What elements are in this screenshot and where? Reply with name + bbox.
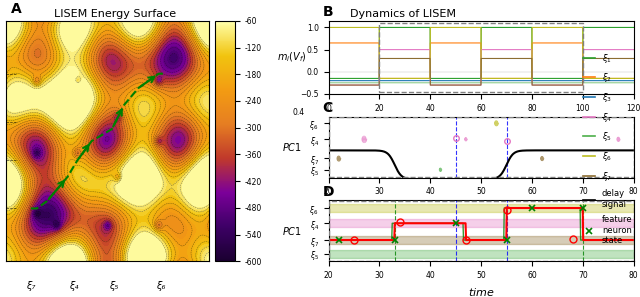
ξ₄ bbox=[376, 48, 384, 51]
ξ₂ bbox=[492, 77, 499, 80]
ξ₆ bbox=[428, 26, 435, 29]
ξ₃ bbox=[365, 79, 373, 83]
Text: $PC1$: $PC1$ bbox=[282, 225, 302, 237]
Text: B: B bbox=[323, 5, 333, 19]
ξ₇ bbox=[376, 57, 383, 60]
ξ₄ bbox=[365, 83, 373, 87]
ξ₅ bbox=[324, 81, 332, 85]
Text: ξ₄: ξ₄ bbox=[68, 281, 78, 290]
ξ₃ bbox=[428, 79, 435, 83]
Line: ξ₁: ξ₁ bbox=[328, 27, 634, 78]
ξ₂ bbox=[365, 41, 373, 45]
Text: $PC1$: $PC1$ bbox=[282, 141, 302, 153]
Text: D: D bbox=[323, 185, 334, 199]
ξ₇ bbox=[492, 57, 499, 60]
ξ₄ bbox=[457, 83, 465, 87]
ξ₅ bbox=[457, 81, 465, 85]
ξ₆ bbox=[492, 77, 499, 80]
Text: Dynamics of LISEM: Dynamics of LISEM bbox=[350, 9, 456, 19]
ξ₇ bbox=[457, 83, 465, 87]
ξ₆ bbox=[365, 26, 373, 29]
ξ₁ bbox=[428, 77, 435, 80]
Text: LISEM Energy Surface: LISEM Energy Surface bbox=[54, 9, 176, 19]
Text: ξ₅: ξ₅ bbox=[109, 281, 118, 290]
ξ₂ bbox=[485, 77, 493, 80]
Line: ξ₂: ξ₂ bbox=[328, 43, 634, 78]
ξ₆ bbox=[630, 77, 637, 80]
ξ₂ bbox=[324, 41, 332, 45]
ξ₆ bbox=[457, 26, 465, 29]
Bar bbox=[328, 236, 634, 244]
ξ₁ bbox=[365, 77, 373, 80]
Line: ξ₇: ξ₇ bbox=[328, 59, 634, 85]
Line: ξ₆: ξ₆ bbox=[328, 27, 634, 78]
ξ₅ bbox=[376, 81, 384, 85]
ξ₇ bbox=[324, 83, 332, 87]
ξ₂ bbox=[457, 41, 465, 45]
Text: ξ₆: ξ₆ bbox=[156, 281, 165, 290]
Text: ξ₇: ξ₇ bbox=[26, 281, 35, 290]
ξ₆ bbox=[376, 77, 384, 80]
ξ₇ bbox=[428, 83, 435, 87]
ξ₇ bbox=[376, 57, 384, 60]
ξ₃ bbox=[485, 79, 493, 83]
ξ₁ bbox=[630, 26, 637, 29]
ξ₂ bbox=[630, 77, 637, 80]
Text: $m_i(V_f)$: $m_i(V_f)$ bbox=[277, 50, 307, 64]
ξ₇ bbox=[485, 57, 493, 60]
Text: 0.4: 0.4 bbox=[292, 108, 304, 117]
ξ₆ bbox=[376, 77, 383, 80]
ξ₄ bbox=[630, 48, 637, 51]
ξ₁ bbox=[376, 26, 383, 29]
ξ₄ bbox=[324, 83, 332, 87]
ξ₁ bbox=[492, 26, 499, 29]
ξ₆ bbox=[485, 77, 493, 80]
ξ₁ bbox=[485, 26, 493, 29]
ξ₂ bbox=[376, 77, 384, 80]
Text: A: A bbox=[10, 2, 21, 16]
Bar bbox=[328, 219, 634, 227]
X-axis label: $time$: $time$ bbox=[468, 286, 495, 297]
ξ₄ bbox=[492, 48, 499, 51]
ξ₃ bbox=[324, 79, 332, 83]
ξ₃ bbox=[630, 79, 637, 83]
ξ₁ bbox=[324, 77, 332, 80]
ξ₂ bbox=[376, 77, 383, 80]
Line: ξ₄: ξ₄ bbox=[328, 50, 634, 85]
ξ₁ bbox=[457, 77, 465, 80]
ξ₇ bbox=[630, 57, 637, 60]
ξ₃ bbox=[376, 79, 384, 83]
ξ₃ bbox=[457, 79, 465, 83]
ξ₃ bbox=[492, 79, 499, 83]
ξ₅ bbox=[630, 81, 637, 85]
ξ₁ bbox=[376, 26, 384, 29]
ξ₅ bbox=[365, 81, 373, 85]
Text: C: C bbox=[323, 102, 333, 116]
ξ₆ bbox=[324, 26, 332, 29]
ξ₄ bbox=[485, 48, 493, 51]
ξ₇ bbox=[365, 83, 373, 87]
ξ₅ bbox=[428, 81, 435, 85]
ξ₅ bbox=[485, 81, 493, 85]
ξ₄ bbox=[428, 83, 435, 87]
ξ₂ bbox=[428, 41, 435, 45]
ξ₅ bbox=[492, 81, 499, 85]
Bar bbox=[328, 250, 634, 257]
ξ₄ bbox=[376, 48, 383, 51]
Bar bbox=[328, 204, 634, 212]
Legend: $\xi_1$, $\xi_2$, $\xi_3$, $\xi_4$, $\xi_5$, $\xi_6$, $\xi_7$, delay
signal, fea: $\xi_1$, $\xi_2$, $\xi_3$, $\xi_4$, $\xi… bbox=[579, 48, 636, 249]
